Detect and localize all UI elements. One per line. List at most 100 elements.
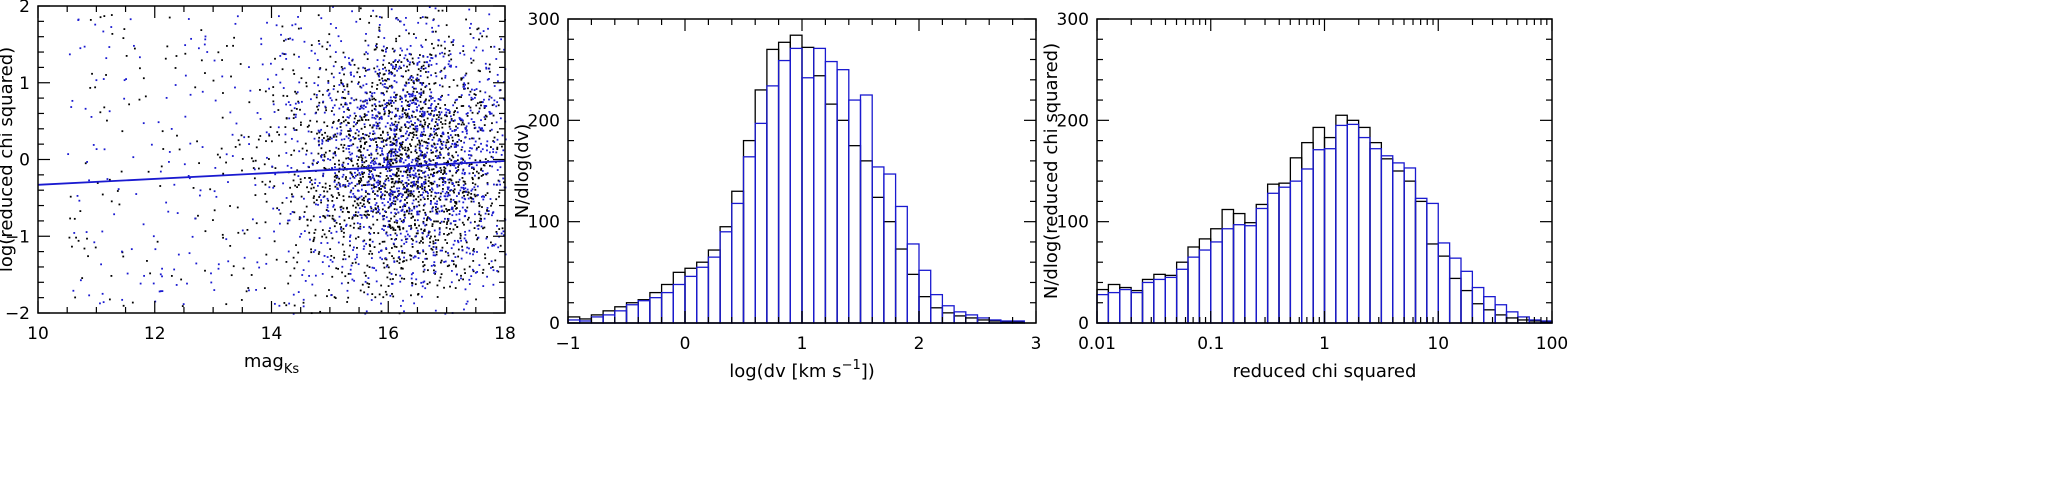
y-tick-label: 100 bbox=[1057, 213, 1089, 233]
scatter-point bbox=[360, 195, 363, 198]
scatter-point bbox=[342, 165, 344, 168]
scatter-point bbox=[393, 123, 396, 126]
scatter-point bbox=[372, 223, 375, 226]
scatter-point bbox=[477, 236, 480, 239]
scatter-point bbox=[434, 82, 437, 84]
scatter-point bbox=[352, 136, 355, 138]
histogram-bar bbox=[696, 266, 710, 324]
scatter-point bbox=[337, 267, 339, 270]
scatter-point bbox=[342, 51, 345, 54]
scatter-point bbox=[415, 240, 418, 243]
scatter-point bbox=[416, 125, 419, 127]
scatter-point bbox=[488, 13, 491, 16]
scatter-point bbox=[371, 160, 373, 163]
scatter-point bbox=[327, 80, 330, 82]
scatter-point bbox=[371, 85, 373, 88]
scatter-point bbox=[408, 171, 411, 174]
scatter-point bbox=[272, 207, 275, 210]
scatter-point bbox=[260, 37, 263, 40]
scatter-point bbox=[276, 131, 279, 134]
scatter-point bbox=[433, 180, 436, 183]
scatter-point bbox=[340, 40, 343, 43]
scatter-point bbox=[378, 293, 381, 296]
scatter-point bbox=[183, 163, 186, 166]
scatter-point bbox=[390, 238, 393, 240]
scatter-point bbox=[368, 135, 370, 138]
scatter-point bbox=[346, 289, 349, 292]
scatter-point bbox=[303, 113, 306, 116]
scatter-point bbox=[210, 281, 213, 284]
scatter-point bbox=[435, 118, 438, 121]
scatter-point bbox=[443, 166, 446, 169]
scatter-point bbox=[406, 58, 409, 61]
scatter-point bbox=[414, 145, 417, 148]
scatter-point bbox=[372, 210, 374, 213]
scatter-point bbox=[317, 152, 320, 155]
scatter-point bbox=[461, 245, 463, 248]
scatter-point bbox=[331, 200, 334, 202]
scatter-point bbox=[487, 246, 489, 249]
scatter-point bbox=[411, 245, 414, 248]
scatter-point bbox=[83, 45, 86, 48]
scatter-point bbox=[473, 121, 476, 123]
scatter-point bbox=[420, 182, 423, 185]
scatter-point bbox=[380, 191, 382, 193]
scatter-point bbox=[444, 119, 447, 122]
histogram-bar bbox=[894, 205, 908, 324]
scatter-point bbox=[447, 178, 450, 181]
scatter-point bbox=[248, 66, 250, 69]
scatter-point bbox=[395, 115, 398, 117]
scatter-point bbox=[201, 90, 204, 93]
scatter-point bbox=[405, 109, 408, 111]
scatter-point bbox=[449, 121, 451, 124]
scatter-point bbox=[471, 178, 474, 181]
scatter-point bbox=[265, 131, 268, 134]
histogram-bar bbox=[1153, 273, 1166, 324]
scatter-point bbox=[425, 141, 428, 144]
scatter-point bbox=[358, 207, 361, 210]
scatter-point bbox=[434, 309, 437, 312]
scatter-point bbox=[376, 194, 379, 197]
scatter-point bbox=[375, 148, 378, 151]
scatter-point bbox=[364, 39, 367, 42]
histogram-bar bbox=[754, 89, 768, 324]
scatter-point bbox=[423, 268, 426, 271]
scatter-point bbox=[430, 103, 433, 105]
scatter-point bbox=[381, 240, 384, 243]
scatter-point bbox=[447, 209, 450, 211]
scatter-point bbox=[427, 71, 430, 73]
scatter-point bbox=[432, 19, 435, 22]
scatter-point bbox=[200, 29, 203, 31]
scatter-point bbox=[394, 115, 396, 118]
scatter-point bbox=[323, 153, 326, 156]
scatter-point bbox=[426, 147, 429, 150]
scatter-point bbox=[471, 176, 474, 179]
histogram-bar bbox=[789, 47, 803, 324]
scatter-point bbox=[412, 199, 415, 202]
scatter-point bbox=[484, 212, 487, 215]
histogram-bar bbox=[789, 34, 803, 324]
scatter-point bbox=[312, 251, 315, 253]
scatter-point bbox=[462, 45, 465, 48]
scatter-point bbox=[475, 104, 478, 107]
scatter-point bbox=[423, 111, 426, 113]
scatter-point bbox=[478, 107, 481, 110]
scatter-point bbox=[168, 16, 171, 19]
scatter-point bbox=[496, 269, 499, 272]
scatter-point bbox=[479, 217, 482, 220]
scatter-point bbox=[360, 86, 363, 89]
scatter-point bbox=[318, 182, 321, 184]
scatter-point bbox=[436, 203, 438, 206]
scatter-point bbox=[338, 159, 340, 162]
scatter-point bbox=[217, 263, 220, 266]
scatter-point bbox=[377, 232, 380, 235]
scatter-point bbox=[388, 62, 391, 64]
scatter-point bbox=[175, 55, 178, 57]
scatter-point bbox=[419, 144, 421, 147]
scatter-point bbox=[422, 196, 425, 199]
scatter-point bbox=[342, 235, 345, 238]
scatter-point bbox=[484, 114, 487, 117]
scatter-point bbox=[369, 176, 372, 178]
scatter-point bbox=[432, 136, 435, 139]
